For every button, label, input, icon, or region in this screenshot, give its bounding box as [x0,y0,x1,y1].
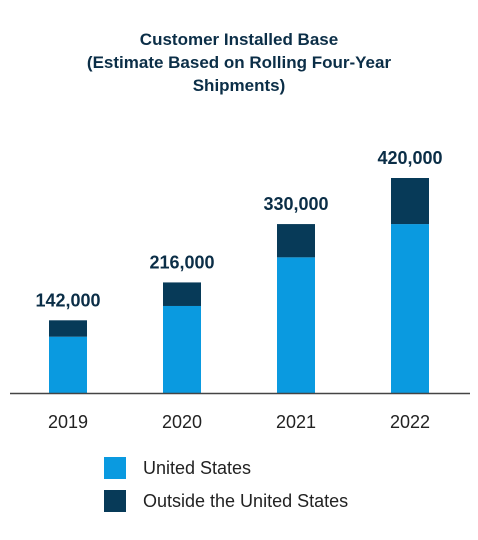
chart-title-line-2: (Estimate Based on Rolling Four-Year [86,53,392,72]
chart-title-line-3: Shipments) [192,76,286,95]
bar-2019-outside-united-states [49,320,87,337]
legend-swatch-united-states [104,457,126,479]
total-label-2022: 420,000 [377,148,442,168]
total-label-2021: 330,000 [263,194,328,214]
bar-2020-united-states [163,305,201,393]
bar-2020-outside-united-states [163,282,201,306]
legend-item-united-states: United States [104,456,348,480]
legend-label-outside-united-states: Outside the United States [143,490,349,511]
legend-swatch-outside-united-states [104,490,126,512]
total-label-2019: 142,000 [35,290,100,310]
bar-2021-united-states [277,257,315,393]
x-tick-label-2021: 2021 [276,412,316,432]
bar-2022-outside-united-states [391,178,429,225]
bar-2019-united-states [49,336,87,393]
x-tick-label-2020: 2020 [162,412,202,432]
bar-2021-outside-united-states [277,224,315,258]
legend: United States Outside the United States [104,456,348,522]
legend-item-outside-united-states: Outside the United States [104,489,348,513]
total-label-2020: 216,000 [149,252,214,272]
x-tick-label-2019: 2019 [48,412,88,432]
chart-title: Customer Installed Base (Estimate Based … [0,28,478,97]
bar-2022-united-states [391,224,429,393]
chart-title-line-1: Customer Installed Base [139,30,339,49]
x-tick-label-2022: 2022 [390,412,430,432]
legend-label-united-states: United States [143,457,252,478]
